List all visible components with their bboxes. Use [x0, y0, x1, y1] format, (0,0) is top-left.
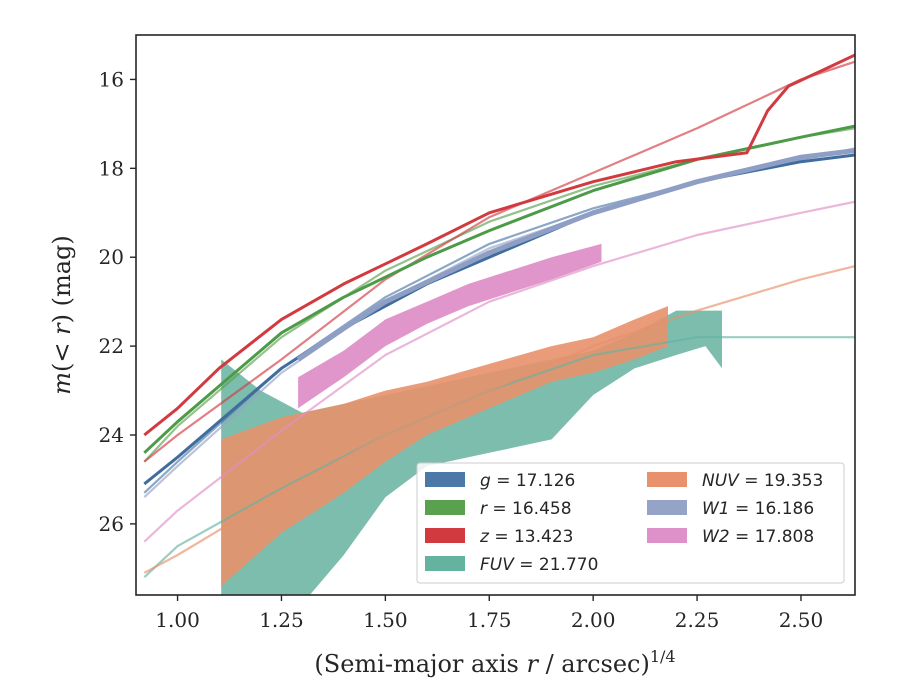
legend-swatch-g	[425, 472, 465, 487]
band-w2	[298, 243, 602, 409]
model-curve-w2	[143, 200, 855, 543]
profile-layer	[143, 53, 855, 486]
profile-z	[143, 53, 855, 437]
legend-label-fuv: FUV = 21.770	[480, 555, 598, 575]
x-tick-label: 1.50	[363, 608, 408, 632]
y-axis-label-suffix: ) (mag)	[48, 235, 76, 323]
legend-label-z: z = 13.423	[479, 527, 573, 547]
x-axis-label-r: r	[526, 650, 539, 678]
x-tick-label: 1.25	[259, 608, 304, 632]
x-ticks: 1.00 1.25 1.50 1.75 2.00 2.25 2.50	[155, 595, 823, 632]
x-axis-label: (Semi-major axis r / arcsec)1/4	[314, 647, 675, 678]
model-curve-nuv	[143, 265, 855, 574]
legend-label-r: r = 16.458	[480, 499, 572, 519]
profile-r	[143, 124, 855, 454]
y-axis-label-mid: (<	[48, 335, 76, 372]
legend-swatch-w1	[647, 500, 687, 515]
x-tick-label: 2.25	[675, 608, 720, 632]
band-fuv	[221, 310, 722, 595]
legend-label-w1: W1 = 16.186	[702, 499, 814, 519]
y-tick-label: 24	[99, 423, 124, 447]
plot-frame	[135, 34, 856, 596]
band-nuv	[221, 306, 668, 587]
y-ticks: 16 18 20 22 24 26	[99, 67, 136, 536]
y-tick-label: 18	[99, 156, 124, 180]
y-axis-label-r: r	[48, 322, 76, 335]
legend-swatch-w2	[647, 528, 687, 543]
x-tick-label: 2.50	[779, 608, 824, 632]
y-tick-label: 22	[99, 334, 124, 358]
x-tick-label: 1.00	[155, 608, 200, 632]
x-axis-label-sup: 1/4	[650, 647, 676, 666]
y-tick-label: 16	[99, 67, 124, 91]
y-axis-label-m: m	[48, 372, 76, 395]
x-axis-label-main: (Semi-major axis	[314, 650, 526, 678]
legend-items: g = 17.126 r = 16.458 z = 13.423 FUV = 21.7…	[425, 471, 823, 575]
legend-box	[416, 462, 845, 584]
x-axis-label-unit: / arcsec)	[538, 650, 650, 678]
legend: g = 17.126 r = 16.458 z = 13.423 FUV = 21.7…	[416, 462, 845, 584]
y-axis-label: m(< r) (mag)	[48, 235, 76, 395]
legend-label-g: g = 17.126	[480, 471, 575, 491]
legend-swatch-fuv	[425, 556, 465, 571]
model-curve-z	[143, 60, 855, 463]
legend-swatch-nuv	[647, 472, 687, 487]
y-tick-label: 26	[99, 512, 124, 536]
legend-label-w2: W2 = 17.808	[702, 527, 814, 547]
band-layer	[221, 243, 722, 595]
x-tick-label: 1.75	[467, 608, 512, 632]
legend-label-nuv: NUV = 19.353	[702, 471, 823, 491]
x-tick-label: 2.00	[571, 608, 616, 632]
profile-w1	[296, 148, 855, 362]
legend-swatch-r	[425, 500, 465, 515]
legend-swatch-z	[425, 528, 465, 543]
y-tick-label: 20	[99, 245, 124, 269]
